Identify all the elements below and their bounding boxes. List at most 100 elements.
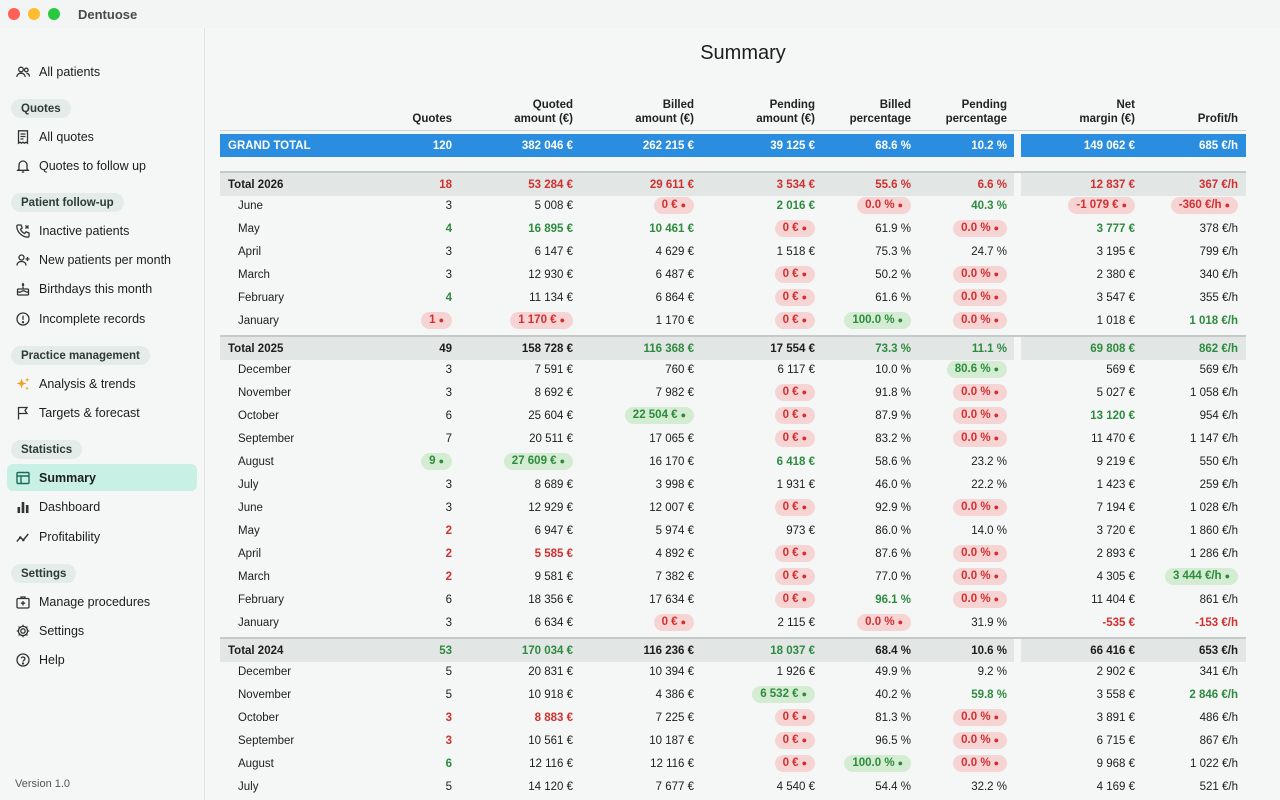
cell-quoted-amount: 170 034 € <box>463 639 573 662</box>
value-badge: 0 € ● <box>774 732 815 749</box>
cell-net-margin: 4 169 € <box>1025 775 1135 798</box>
column-header-billed-percentage[interactable]: Billed percentage <box>821 96 911 126</box>
table-row[interactable]: October 6 25 604 € 22 504 € ● 0 € ● 87.9 % 0.0 %… <box>220 404 1246 427</box>
sidebar-item-label: Quotes to follow up <box>39 158 147 173</box>
sidebar-item-birthdays-this-month[interactable]: Birthdays this month <box>7 275 197 302</box>
cell-billed-amount: 3 998 € <box>584 473 694 496</box>
table-row[interactable]: July 5 14 120 € 7 677 € 4 540 € 54.4 % 32.2 % 4… <box>220 775 1246 798</box>
sidebar-item-all-quotes[interactable]: All quotes <box>7 123 197 150</box>
table-row[interactable]: June 3 5 008 € 0 € ● 2 016 € 0.0 % ● 40.3 % -1 07… <box>220 194 1246 217</box>
sidebar-item-profitability[interactable]: Profitability <box>7 523 197 550</box>
cell-quoted-amount: 27 609 € ● <box>463 450 573 473</box>
cell-pending-amount: 6 532 € ● <box>705 683 815 706</box>
sidebar-section-practice-management: Practice management <box>11 346 150 365</box>
cell-pending-amount: 1 931 € <box>705 473 815 496</box>
table-row[interactable]: September 3 10 561 € 10 187 € 0 € ● 96.5 % 0.0 … <box>220 729 1246 752</box>
cell-value: 11 134 € <box>529 291 573 304</box>
table-row[interactable]: March 3 12 930 € 6 487 € 0 € ● 50.2 % 0.0 % ● 2 3… <box>220 263 1246 286</box>
table-row[interactable]: April 3 6 147 € 4 629 € 1 518 € 75.3 % 24.7 % 3… <box>220 240 1246 263</box>
column-header-net-margin[interactable]: Net margin (€) <box>1025 96 1135 126</box>
table-row[interactable]: December 3 7 591 € 760 € 6 117 € 10.0 % 80.6 %… <box>220 358 1246 381</box>
sidebar-item-new-patients-per-month[interactable]: New patients per month <box>7 246 197 273</box>
cell-pending-percentage: 0.0 %● <box>917 729 1007 752</box>
column-header-pending-percentage[interactable]: Pending percentage <box>917 96 1007 126</box>
cell-quotes: 5 <box>362 775 452 798</box>
cell-billed-amount: 29 611 € <box>584 173 694 196</box>
cell-quoted-amount: 5 585 € <box>463 542 573 565</box>
cell-billed-amount: 4 892 € <box>584 542 694 565</box>
table-row[interactable]: December 5 20 831 € 10 394 € 1 926 € 49.9 % 9.… <box>220 660 1246 683</box>
sidebar-item-analysis-trends[interactable]: Analysis & trends <box>7 370 197 397</box>
year-total-row[interactable]: Total 2026 18 53 284 € 29 611 € 3 534 € 55.6 … <box>220 171 1246 196</box>
table-row[interactable]: August 6 12 116 € 12 116 € 0 € ● 100.0 % ● 0.0 %… <box>220 752 1246 775</box>
cell-net-margin: 3 777 € <box>1025 217 1135 240</box>
table-row[interactable]: April 2 5 585 € 4 892 € 0 € ● 87.6 % 0.0 % ● 2 89… <box>220 542 1246 565</box>
column-header-quoted-amount[interactable]: Quoted amount (€) <box>463 96 573 126</box>
cell-pending-amount: 39 125 € <box>705 134 815 157</box>
table-row[interactable]: May 4 16 895 € 10 461 € 0 € ● 61.9 % 0.0 % ● 3 77… <box>220 217 1246 240</box>
value-badge: 0 € ● <box>774 499 815 516</box>
sidebar-item-quotes-to-follow-up[interactable]: Quotes to follow up <box>7 152 197 179</box>
sidebar-item-help[interactable]: Help <box>7 646 197 673</box>
cell-billed-percentage: 91.8 % <box>821 381 911 404</box>
cell-billed-percentage: 100.0 % ● <box>821 309 911 332</box>
zoom-window-button[interactable] <box>48 8 60 20</box>
cell-value: September <box>238 432 295 445</box>
cell-billed-amount: 262 215 € <box>584 134 694 157</box>
cell-pending-amount: 0 €● <box>705 404 815 427</box>
cell-pending-percentage: 0.0 %● <box>917 542 1007 565</box>
cell-net-margin: 4 305 € <box>1025 565 1135 588</box>
table-row[interactable]: January 1 ● 1 170 € ● 1 170 € 0 € ● 100.0 % ● 0.0 … <box>220 309 1246 332</box>
column-header-quotes[interactable]: Quotes <box>362 96 452 126</box>
sidebar-item-dashboard[interactable]: Dashboard <box>7 493 197 520</box>
sidebar-item-summary[interactable]: Summary <box>7 464 197 491</box>
table-row[interactable]: October 3 8 883 € 7 225 € 0 € ● 81.3 % 0.0 % ● 3 … <box>220 706 1246 729</box>
value-badge: 100.0 % ● <box>844 312 911 329</box>
cell-value: 3 <box>445 501 452 514</box>
table-row[interactable]: September 7 20 511 € 17 065 € 0 € ● 83.2 % 0.0 … <box>220 427 1246 450</box>
table-row[interactable]: May 2 6 947 € 5 974 € 973 € 86.0 % 14.0 % 3 720… <box>220 519 1246 542</box>
sidebar-item-manage-procedures[interactable]: Manage procedures <box>7 588 197 615</box>
row-label: October <box>220 706 420 729</box>
cell-quoted-amount: 5 008 € <box>463 194 573 217</box>
table-row[interactable]: March 2 9 581 € 7 382 € 0 € ● 77.0 % 0.0 % ● 4 30… <box>220 565 1246 588</box>
sidebar-item-incomplete-records[interactable]: Incomplete records <box>7 305 197 332</box>
sidebar-item-targets-forecast[interactable]: Targets & forecast <box>7 399 197 426</box>
cell-billed-amount: 17 065 € <box>584 427 694 450</box>
status-dot-icon: ● <box>1224 200 1230 210</box>
column-header-billed-amount[interactable]: Billed amount (€) <box>584 96 694 126</box>
cell-profit-h: 799 €/h <box>1148 240 1238 263</box>
close-window-button[interactable] <box>8 8 20 20</box>
column-header-profit-h[interactable]: Profit/h <box>1148 96 1238 126</box>
cell-value: 3 <box>445 245 452 258</box>
table-row[interactable]: August 9 ● 27 609 € ● 16 170 € 6 418 € 58.6 % 23… <box>220 450 1246 473</box>
row-label: December <box>220 358 420 381</box>
year-total-row[interactable]: Total 2025 49 158 728 € 116 368 € 17 554 € 73… <box>220 335 1246 360</box>
cell-value: 25 604 € <box>528 409 573 422</box>
row-background <box>220 134 1014 157</box>
cell-pending-amount: 3 534 € <box>705 173 815 196</box>
grand-total-row[interactable]: GRAND TOTAL 120 382 046 € 262 215 € 39 125 €… <box>220 134 1246 157</box>
year-total-row[interactable]: Total 2024 53 170 034 € 116 236 € 18 037 € 68… <box>220 637 1246 662</box>
sidebar-item-all-patients[interactable]: All patients <box>7 58 197 85</box>
cell-value: 170 034 € <box>521 644 573 657</box>
sidebar-item-settings[interactable]: Settings <box>7 617 197 644</box>
cell-value: 4 <box>445 222 452 235</box>
table-row[interactable]: February 4 11 134 € 6 864 € 0 € ● 61.6 % 0.0 % ●… <box>220 286 1246 309</box>
table-row[interactable]: July 3 8 689 € 3 998 € 1 931 € 46.0 % 22.2 % 1 … <box>220 473 1246 496</box>
trend-line-icon <box>15 529 31 545</box>
value-badge: 0.0 % ● <box>953 568 1007 585</box>
column-header-pending-amount[interactable]: Pending amount (€) <box>705 96 815 126</box>
table-row[interactable]: November 3 8 692 € 7 982 € 0 € ● 91.8 % 0.0 % ● 5… <box>220 381 1246 404</box>
sidebar-item-inactive-patients[interactable]: Inactive patients <box>7 217 197 244</box>
sidebar: Version 1.0 All patients Quotes All quotes… <box>0 28 205 800</box>
row-label: November <box>220 381 420 404</box>
table-row[interactable]: January 3 6 634 € 0 € ● 2 115 € 0.0 % ● 31.9 % -5… <box>220 611 1246 634</box>
table-row[interactable]: June 3 12 929 € 12 007 € 0 € ● 92.9 % 0.0 % ● 7 1… <box>220 496 1246 519</box>
cell-quoted-amount: 12 116 € <box>463 752 573 775</box>
table-row[interactable]: November 5 10 918 € 4 386 € 6 532 € ● 40.2 % 59… <box>220 683 1246 706</box>
minimize-window-button[interactable] <box>28 8 40 20</box>
cell-quoted-amount: 10 561 € <box>463 729 573 752</box>
cell-billed-percentage: 0.0 % ● <box>821 611 911 634</box>
table-row[interactable]: February 6 18 356 € 17 634 € 0 € ● 96.1 % 0.0 %… <box>220 588 1246 611</box>
